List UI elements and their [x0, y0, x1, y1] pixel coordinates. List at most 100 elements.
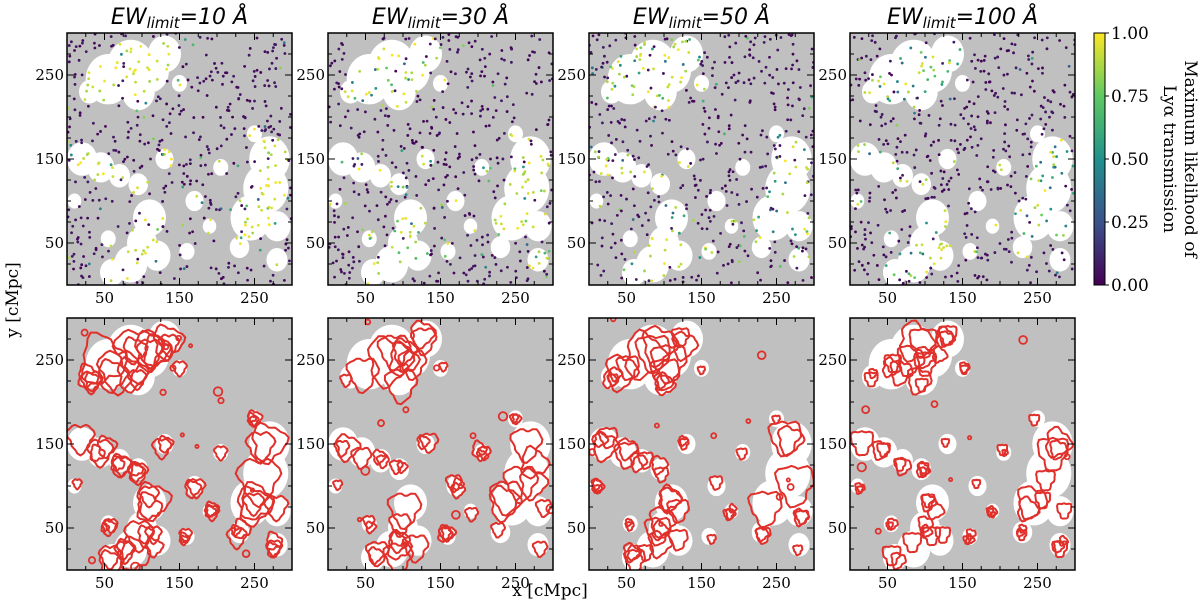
galaxy-point — [473, 39, 477, 43]
galaxy-point — [858, 58, 861, 62]
galaxy-point — [207, 148, 210, 151]
galaxy-point — [852, 35, 856, 39]
galaxy-point — [793, 233, 797, 237]
galaxy-point — [430, 252, 433, 256]
galaxy-point — [612, 107, 616, 110]
galaxy-point — [949, 139, 953, 142]
galaxy-point — [649, 134, 652, 138]
galaxy-point — [444, 175, 448, 179]
galaxy-point — [142, 275, 146, 279]
galaxy-point — [898, 252, 902, 256]
galaxy-point — [270, 61, 274, 65]
recovered-contour — [907, 366, 933, 396]
galaxy-point — [486, 107, 490, 111]
recovered-contour — [792, 544, 804, 557]
y-tick-label: 50 — [306, 519, 325, 537]
galaxy-point — [634, 278, 638, 281]
galaxy-point — [356, 157, 360, 160]
galaxy-point — [614, 38, 618, 42]
galaxy-point — [537, 66, 541, 69]
galaxy-point — [86, 83, 90, 87]
galaxy-point — [275, 56, 278, 60]
galaxy-point — [199, 164, 203, 168]
galaxy-point — [279, 106, 283, 110]
galaxy-point — [475, 156, 478, 160]
galaxy-point — [165, 79, 169, 83]
galaxy-point — [437, 132, 441, 136]
galaxy-point — [543, 251, 547, 255]
galaxy-point — [631, 154, 635, 158]
galaxy-point — [140, 252, 144, 256]
galaxy-point — [366, 190, 370, 194]
recovered-contour — [116, 356, 150, 394]
galaxy-point — [167, 52, 171, 56]
galaxy-point — [404, 57, 408, 61]
galaxy-point — [764, 164, 768, 168]
galaxy-point — [807, 255, 811, 259]
galaxy-point — [527, 161, 531, 165]
galaxy-point — [481, 255, 485, 259]
ionized-region — [266, 248, 288, 272]
galaxy-point — [107, 152, 111, 156]
galaxy-point — [433, 227, 436, 230]
galaxy-point — [477, 179, 481, 183]
galaxy-point — [68, 125, 71, 129]
galaxy-point — [930, 195, 934, 199]
galaxy-point — [1003, 140, 1007, 144]
galaxy-point — [982, 59, 986, 62]
galaxy-point — [955, 271, 959, 275]
x-tick-label: 250 — [762, 574, 791, 592]
recovered-contour — [240, 481, 276, 521]
galaxy-point — [238, 93, 242, 96]
galaxy-point — [283, 193, 286, 197]
galaxy-point — [969, 135, 972, 139]
galaxy-point — [1039, 179, 1043, 183]
recovered-contour — [1055, 502, 1073, 520]
galaxy-point — [597, 155, 600, 159]
recovered-contour — [126, 368, 148, 392]
galaxy-point — [626, 153, 630, 157]
galaxy-point — [740, 221, 743, 225]
galaxy-point — [367, 91, 371, 94]
galaxy-point — [401, 185, 405, 189]
galaxy-point — [1006, 72, 1009, 76]
galaxy-point — [939, 169, 943, 173]
galaxy-point — [698, 178, 702, 182]
recovered-contour — [658, 521, 664, 527]
galaxy-point — [853, 268, 857, 272]
galaxy-point — [965, 224, 969, 227]
galaxy-point — [667, 83, 671, 87]
galaxy-point — [610, 104, 613, 108]
ionized-region — [527, 533, 549, 557]
galaxy-point — [645, 233, 649, 237]
galaxy-point — [188, 162, 192, 166]
recovered-contour — [624, 328, 671, 382]
ionized-region — [433, 75, 448, 92]
galaxy-point — [644, 211, 648, 215]
galaxy-point — [383, 244, 387, 248]
ionized-region — [968, 190, 987, 212]
galaxy-point — [879, 115, 883, 119]
galaxy-point — [243, 207, 247, 211]
galaxy-point — [590, 66, 594, 70]
galaxy-point — [210, 172, 214, 176]
galaxy-point — [182, 108, 185, 111]
recovered-contour — [650, 454, 670, 477]
galaxy-point — [604, 164, 608, 168]
galaxy-point — [199, 156, 203, 160]
galaxy-point — [92, 252, 96, 256]
galaxy-point — [643, 269, 646, 273]
galaxy-point — [549, 153, 553, 157]
galaxy-point — [151, 114, 155, 118]
recovered-contour — [356, 516, 363, 523]
galaxy-point — [600, 236, 604, 240]
galaxy-point — [975, 250, 979, 254]
galaxy-point — [163, 148, 167, 152]
recovered-contour — [856, 462, 867, 473]
galaxy-point — [444, 151, 448, 155]
recovered-contour — [658, 486, 684, 515]
galaxy-point — [126, 120, 130, 124]
galaxy-point — [497, 136, 501, 140]
galaxy-point — [729, 281, 733, 285]
galaxy-point — [772, 144, 776, 147]
